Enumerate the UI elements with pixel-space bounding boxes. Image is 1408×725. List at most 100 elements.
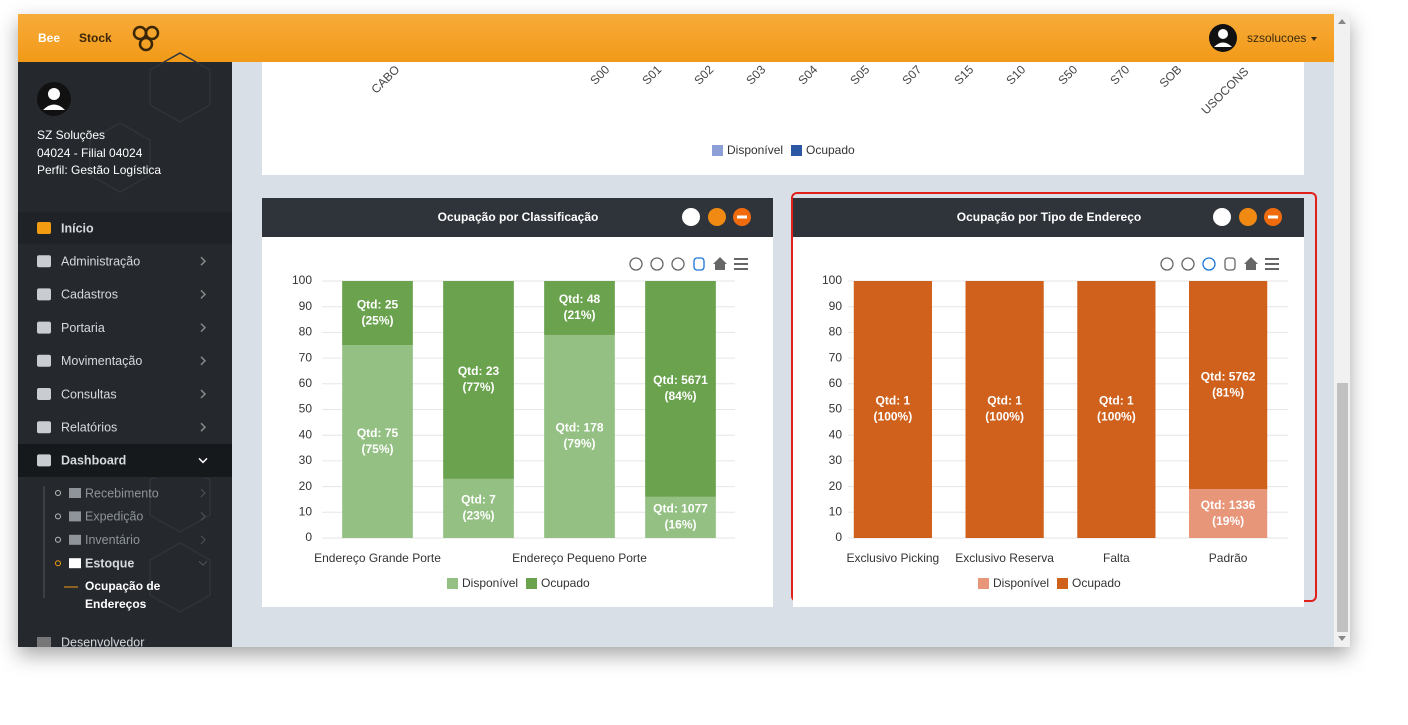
logo-stock[interactable]: Stock [79,31,112,45]
menu-button[interactable] [734,258,748,270]
pan-button[interactable] [693,257,705,271]
user-caret[interactable] [1311,37,1317,41]
avatar-head [1218,29,1228,39]
legend-swatch[interactable] [712,145,723,156]
zoom-out-button[interactable] [650,257,664,271]
y-tick-label: 60 [299,376,313,390]
legend-label[interactable]: Ocupado [541,576,590,590]
data-label: (75%) [361,442,393,456]
legend-label[interactable]: Ocupado [806,143,855,157]
menu-item[interactable]: Movimentação [61,354,142,368]
bar-segment[interactable] [544,281,615,335]
scrollbar-thumb[interactable] [1337,383,1348,632]
bar-segment[interactable] [965,281,1044,538]
chevron [198,457,208,464]
legend-swatch[interactable] [1057,578,1068,589]
submenu-dot [55,536,61,543]
legend-label[interactable]: Ocupado [1072,576,1121,590]
collapse-icon [737,215,747,219]
bar-segment[interactable] [342,281,413,346]
y-tick-label: 50 [299,402,313,416]
sidebar [18,62,232,647]
logo-bee[interactable]: Bee [38,31,60,45]
scroll-up[interactable] [1338,19,1346,24]
data-label: (19%) [1212,514,1244,528]
menu-item[interactable]: Consultas [61,387,117,401]
bar-segment[interactable] [1189,281,1268,490]
data-label: Qtd: 1336 [1201,498,1256,512]
bar-segment[interactable] [544,334,615,538]
chevron [200,488,206,498]
data-label: Qtd: 178 [555,421,603,435]
reset-button[interactable] [713,257,727,270]
reset-button[interactable] [1244,257,1258,270]
fullscreen-button[interactable] [1213,208,1231,226]
chart-title: Ocupação por Tipo de Endereço [957,210,1141,224]
legend-swatch[interactable] [791,145,802,156]
data-label: (79%) [563,437,595,451]
bar-segment[interactable] [342,345,413,538]
x-tick-label: Exclusivo Reserva [955,551,1054,565]
menu-button[interactable] [1265,258,1279,270]
y-tick-label: 100 [292,273,312,287]
bar-segment[interactable] [645,496,716,538]
menu-item[interactable]: Desenvolvedor [61,635,144,649]
refresh-button[interactable] [708,208,726,226]
bar-segment[interactable] [645,281,716,497]
zoom-in-button[interactable] [629,257,643,271]
menu-active-bg [18,212,232,244]
bar-segment[interactable] [853,281,932,538]
submenu-item[interactable]: Inventário [85,533,140,547]
legend-label[interactable]: Disponível [727,143,783,157]
submenu-leaf[interactable]: Ocupação de [85,579,161,593]
y-tick-label: 30 [829,453,843,467]
fullscreen-button[interactable] [682,208,700,226]
menu-item[interactable]: Dashboard [61,454,126,468]
bar-segment[interactable] [443,281,514,479]
bar-segment[interactable] [443,478,514,538]
legend: Disponível Ocupado [712,143,855,157]
submenu-icon [69,534,81,545]
zoom-button[interactable] [1202,257,1216,271]
chevron [200,256,207,266]
legend-swatch[interactable] [447,578,458,589]
top-bar [18,14,1334,62]
x-tick-label: Falta [1103,551,1130,565]
menu-item[interactable]: Cadastros [61,288,118,302]
menu-item[interactable]: Relatórios [61,420,117,434]
pan-button[interactable] [1224,257,1236,271]
menu-item[interactable]: Início [61,221,94,235]
chevron [200,323,207,333]
legend-label[interactable]: Disponível [993,576,1049,590]
legend-label[interactable]: Disponível [462,576,518,590]
menu-icon [37,255,51,268]
chart-title: Ocupação por Classificação [438,210,599,224]
submenu-item[interactable]: Recebimento [85,486,159,500]
submenu-leaf[interactable]: Endereços [85,597,147,611]
menu-item[interactable]: Portaria [61,321,105,335]
legend-swatch[interactable] [526,578,537,589]
zoom-out-button[interactable] [1181,257,1195,271]
company-name: SZ Soluções [37,128,105,142]
refresh-button[interactable] [1239,208,1257,226]
submenu-item[interactable]: Expedição [85,510,143,524]
avatar-body [1214,42,1232,47]
zoom-button[interactable] [671,257,685,271]
data-label: (100%) [1097,410,1136,424]
panel [262,62,1304,175]
data-label: (81%) [1212,385,1244,399]
submenu-item[interactable]: Estoque [85,556,134,570]
user-name[interactable]: szsolucoes [1247,31,1306,45]
scroll-down[interactable] [1338,636,1346,641]
bar-segment[interactable] [1077,281,1156,538]
y-tick-label: 20 [829,479,843,493]
data-label: Qtd: 1077 [653,502,708,516]
y-tick-label: 10 [829,504,843,518]
menu: Início Administração Cadastros Portaria Movi… [37,221,208,570]
menu-item[interactable]: Administração [61,254,140,268]
bar-segment[interactable] [1189,489,1268,538]
chevron [200,512,206,521]
legend-swatch[interactable] [978,578,989,589]
zoom-in-button[interactable] [1160,257,1174,271]
